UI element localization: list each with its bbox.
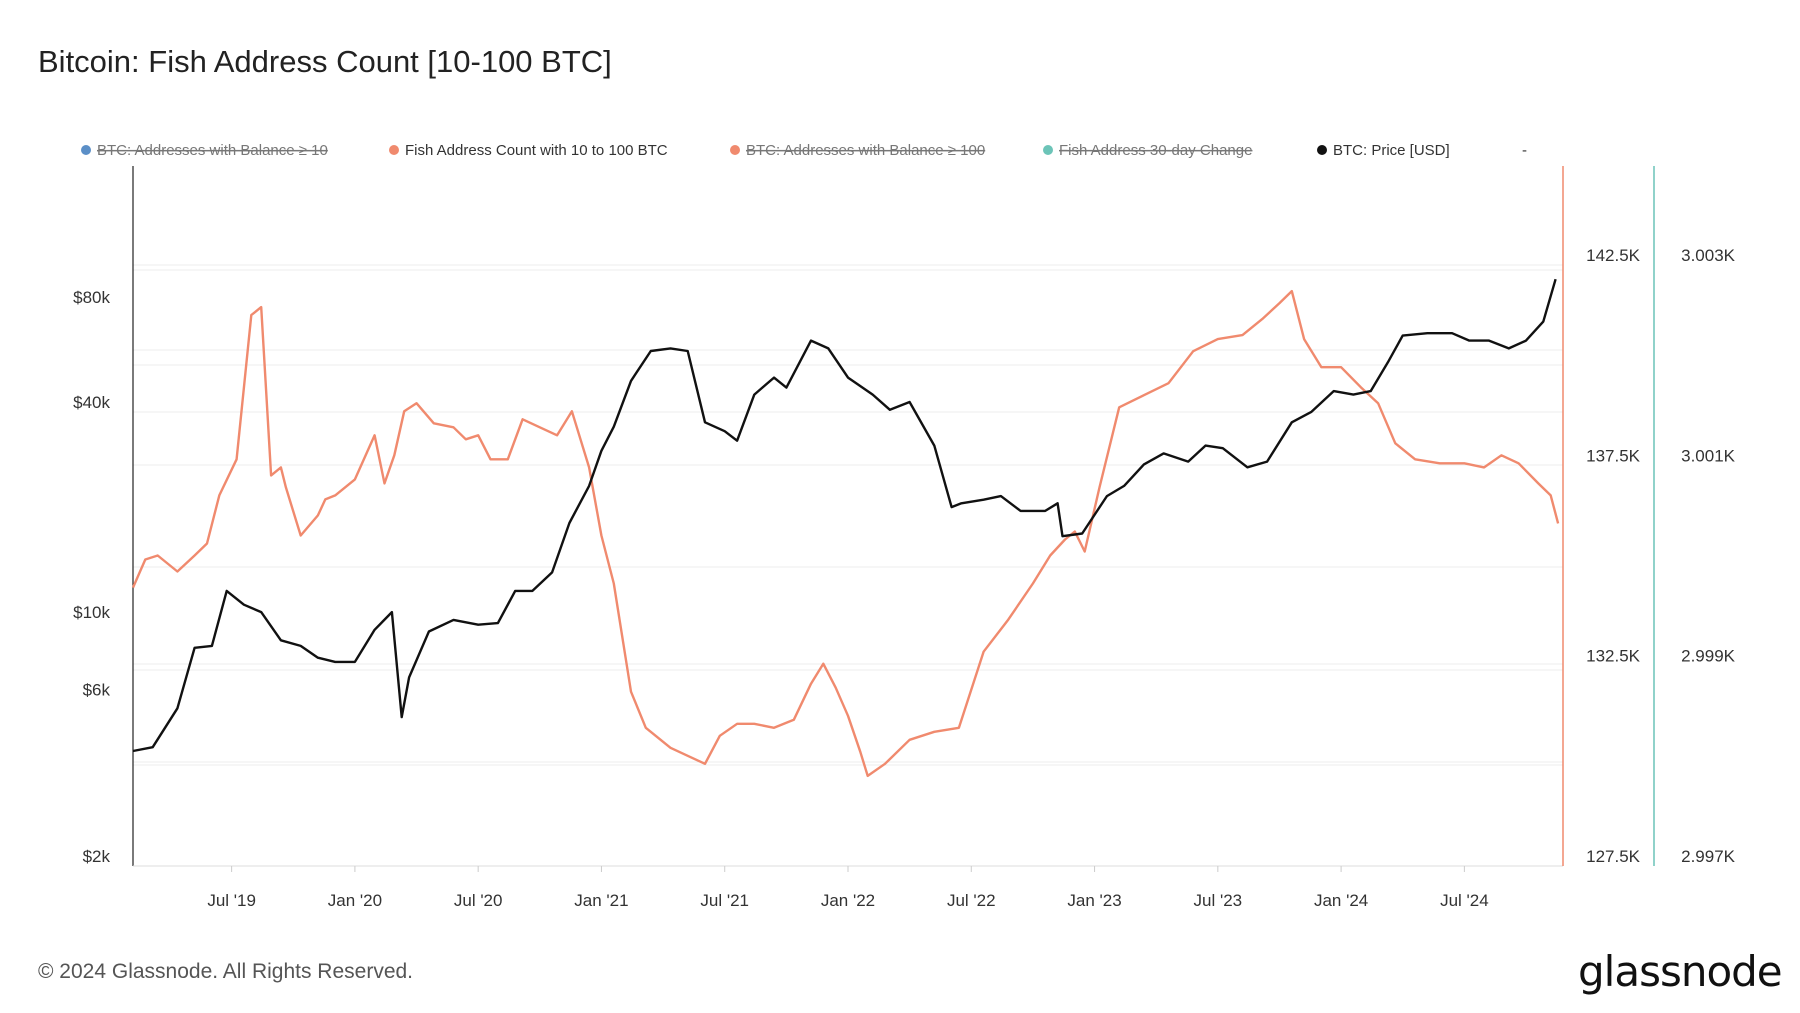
y-left-tick-label: $80k — [73, 288, 110, 307]
y-right2-tick-label: 2.999K — [1681, 647, 1736, 666]
copyright-notice: © 2024 Glassnode. All Rights Reserved. — [38, 960, 414, 983]
x-tick-label: Jan '21 — [574, 891, 628, 910]
y-right2-tick-label: 3.003K — [1681, 246, 1736, 265]
x-tick-label: Jan '24 — [1314, 891, 1368, 910]
y-left-tick-label: $6k — [83, 681, 111, 700]
y-right-tick-label: 137.5K — [1586, 446, 1641, 465]
chart-series — [131, 278, 1560, 778]
btc-price-line — [132, 278, 1557, 753]
legend-item[interactable]: BTC: Addresses with Balance ≥ 10 — [81, 142, 328, 159]
y-right-tick-label: 127.5K — [1586, 847, 1641, 866]
grid-lines — [133, 264, 1563, 766]
x-tick-label: Jul '22 — [947, 891, 996, 910]
x-tick-label: Jul '19 — [207, 891, 256, 910]
chart-axes: Jul '19 Jan '20 Jul '20 Jan '21 Jul '21 Jan '… — [73, 166, 1736, 910]
x-tick-label: Jul '23 — [1194, 891, 1243, 910]
legend-label: Fish Address Count with 10 to 100 BTC — [405, 142, 668, 159]
x-tick-label: Jan '23 — [1067, 891, 1121, 910]
legend-label: BTC: Price [USD] — [1333, 142, 1450, 159]
x-tick-label: Jul '20 — [454, 891, 503, 910]
y-left-tick-label: $2k — [83, 847, 111, 866]
glassnode-logo: glassnode — [1578, 947, 1783, 996]
y-left-tick-label: $10k — [73, 603, 110, 622]
x-tick-label: Jul '24 — [1440, 891, 1489, 910]
legend-marker — [81, 145, 91, 155]
y-right2-tick-label: 2.997K — [1681, 847, 1736, 866]
legend-item[interactable]: - — [1522, 142, 1527, 159]
y-right-tick-label: 142.5K — [1586, 246, 1641, 265]
chart-legend[interactable]: BTC: Addresses with Balance ≥ 10 Fish Add… — [81, 142, 1527, 159]
y-left-tick-label: $40k — [73, 393, 110, 412]
legend-item[interactable]: Fish Address Count with 10 to 100 BTC — [389, 142, 668, 159]
legend-label: Fish Address 30-day Change — [1059, 142, 1252, 159]
legend-item[interactable]: Fish Address 30-day Change — [1043, 142, 1252, 159]
legend-item[interactable]: BTC: Addresses with Balance ≥ 100 — [730, 142, 985, 159]
y-right2-tick-label: 3.001K — [1681, 446, 1736, 465]
x-tick-label: Jan '22 — [821, 891, 875, 910]
legend-marker — [730, 145, 740, 155]
y-right-tick-label: 132.5K — [1586, 647, 1641, 666]
legend-item[interactable]: BTC: Price [USD] — [1317, 142, 1450, 159]
legend-label: BTC: Addresses with Balance ≥ 10 — [97, 142, 328, 159]
legend-marker — [1043, 145, 1053, 155]
chart-title: Bitcoin: Fish Address Count [10-100 BTC] — [38, 44, 612, 79]
legend-label: BTC: Addresses with Balance ≥ 100 — [746, 142, 985, 159]
legend-label: - — [1522, 142, 1527, 159]
x-tick-label: Jul '21 — [700, 891, 749, 910]
x-tick-label: Jan '20 — [328, 891, 382, 910]
legend-marker — [389, 145, 399, 155]
legend-marker — [1317, 145, 1327, 155]
fish-address-count-line — [131, 289, 1560, 778]
